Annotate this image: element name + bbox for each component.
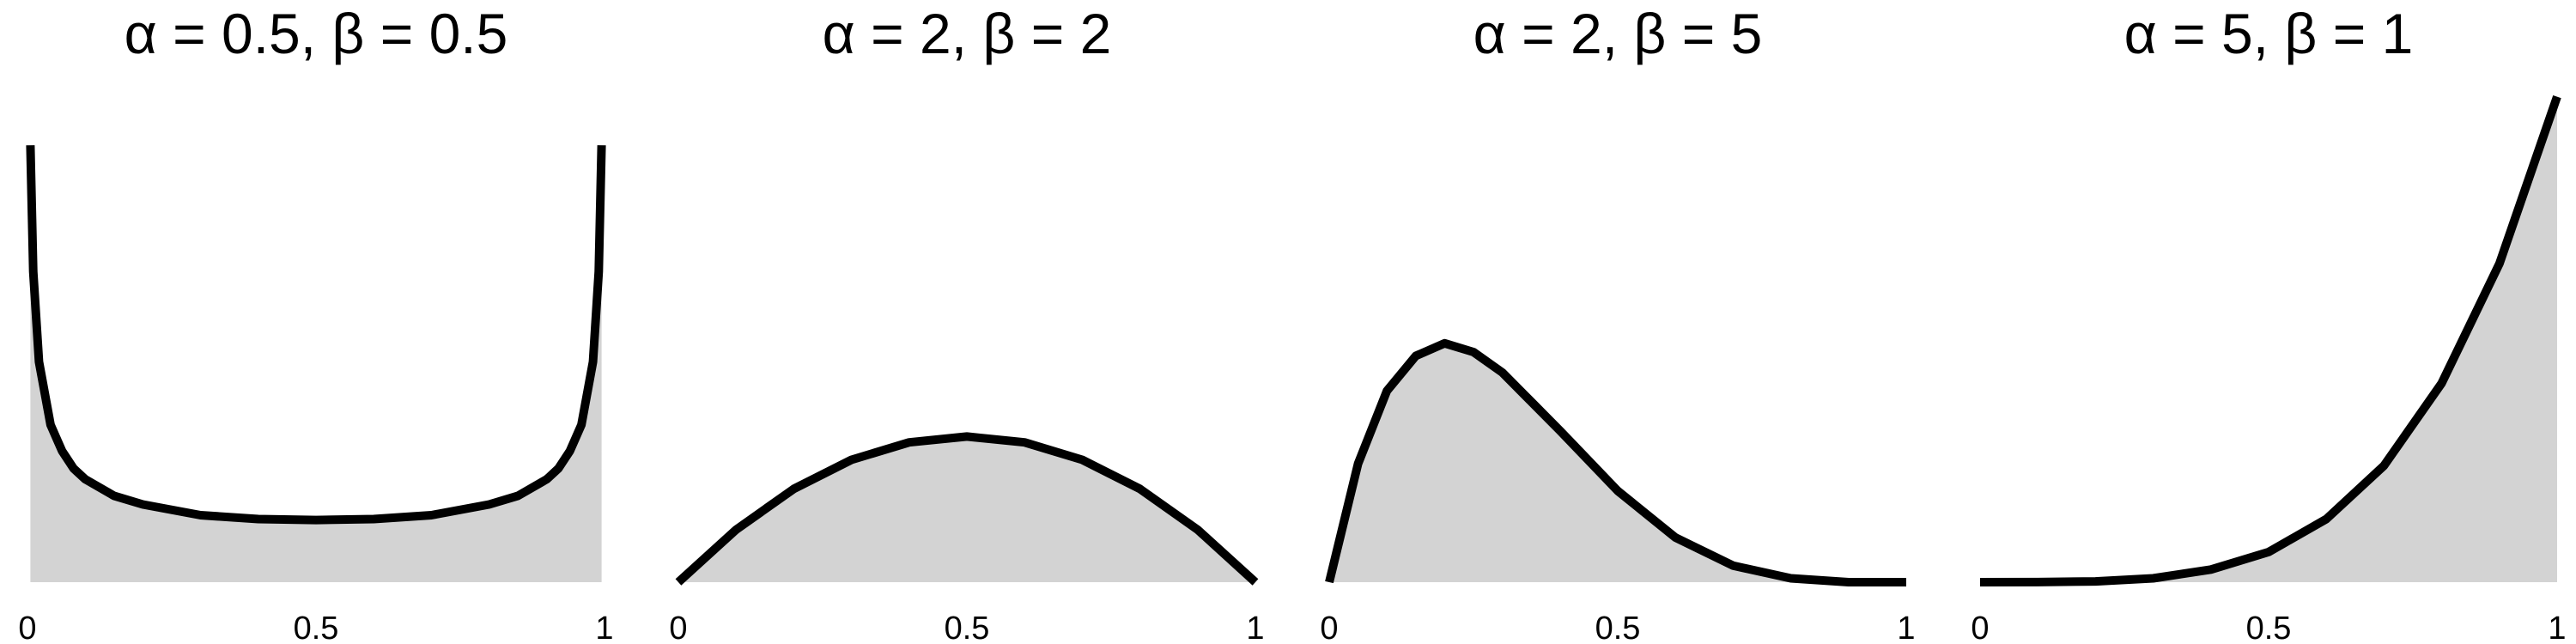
panel-title: α = 2, β = 2 xyxy=(823,2,1112,65)
panel-alpha-2-beta-5: α = 2, β = 5 0 0.5 1 xyxy=(1320,2,1915,644)
density-area xyxy=(30,145,602,582)
density-area xyxy=(678,436,1255,582)
x-tick-label: 0 xyxy=(1971,611,1989,644)
x-tick-labels: 0 0.5 1 xyxy=(669,611,1264,644)
x-tick-label: 1 xyxy=(1246,611,1264,644)
panel-alpha-0.5-beta-0.5: α = 0.5, β = 0.5 0 0.5 1 xyxy=(18,2,613,644)
density-area xyxy=(1980,96,2557,583)
x-tick-label: 0.5 xyxy=(2246,611,2292,644)
x-tick-label: 0.5 xyxy=(1595,611,1641,644)
x-tick-label: 0.5 xyxy=(294,611,339,644)
density-area xyxy=(1329,343,1906,582)
x-tick-label: 1 xyxy=(595,611,613,644)
x-tick-label: 0 xyxy=(18,611,36,644)
x-tick-labels: 0 0.5 1 xyxy=(1320,611,1915,644)
x-tick-label: 0 xyxy=(1320,611,1338,644)
x-tick-labels: 0 0.5 1 xyxy=(18,611,613,644)
x-tick-labels: 0 0.5 1 xyxy=(1971,611,2566,644)
panel-alpha-2-beta-2: α = 2, β = 2 0 0.5 1 xyxy=(669,2,1264,644)
x-tick-label: 1 xyxy=(1897,611,1915,644)
panel-alpha-5-beta-1: α = 5, β = 1 0 0.5 1 xyxy=(1971,2,2566,644)
density-curve xyxy=(675,432,1259,586)
panel-title: α = 0.5, β = 0.5 xyxy=(125,2,508,65)
density-curve xyxy=(26,145,606,525)
panel-title: α = 2, β = 5 xyxy=(1473,2,1763,65)
x-tick-label: 1 xyxy=(2548,611,2566,644)
panel-title: α = 5, β = 1 xyxy=(2124,2,2414,65)
density-curve xyxy=(1979,94,2561,586)
density-curve xyxy=(1325,338,1906,586)
x-tick-label: 0 xyxy=(669,611,687,644)
x-tick-label: 0.5 xyxy=(945,611,990,644)
